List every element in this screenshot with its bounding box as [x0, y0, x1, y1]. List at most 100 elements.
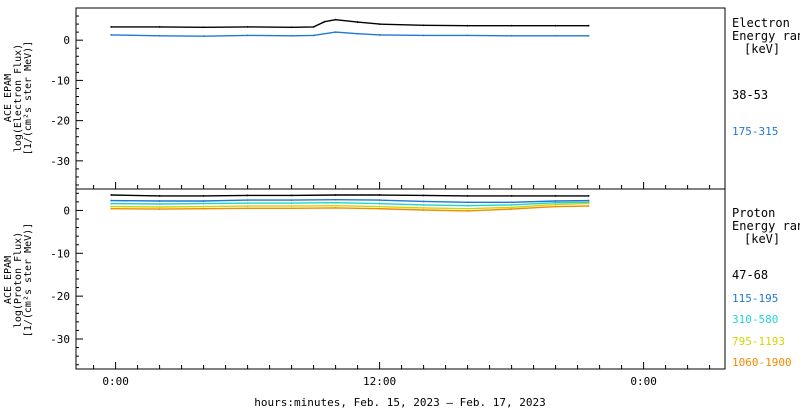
- proton-series-3-point: [554, 203, 557, 206]
- proton-series-line-4: [111, 205, 589, 212]
- electron-series-0-point: [422, 24, 425, 27]
- proton-series-3-point: [466, 207, 469, 210]
- proton-series-2-point: [422, 203, 425, 206]
- proton-series-0-point: [378, 194, 381, 196]
- electron-y-tick-label: -20: [50, 115, 70, 128]
- proton-series-0-point: [290, 194, 293, 197]
- proton-series-2-point: [246, 202, 249, 205]
- proton-panel: 0 -10 -20 -30 ACE EPAM log(Proton Flux) [1/…: [3, 188, 800, 370]
- proton-series-0-point: [158, 194, 161, 197]
- proton-series-line-3: [111, 202, 589, 210]
- proton-series-0-point: [246, 194, 249, 197]
- proton-series-4-point: [334, 206, 337, 209]
- electron-y-tick-label: -30: [50, 155, 70, 168]
- electron-series-1-point: [466, 34, 469, 37]
- proton-series-0-point: [466, 194, 469, 197]
- electron-series-0-point: [510, 24, 513, 27]
- proton-series-0-point: [422, 194, 425, 197]
- electron-legend-item-0: 38-53: [732, 88, 768, 102]
- x-tick-label: 12:00: [363, 375, 396, 388]
- proton-x-ticks: [93, 362, 711, 369]
- electron-series-1-point: [510, 34, 513, 37]
- proton-series-1-point: [587, 199, 590, 202]
- proton-ylabel-line2: log(Proton Flux): [13, 232, 24, 328]
- proton-y-tick-label: -10: [50, 247, 70, 260]
- proton-series-line-0: [111, 194, 589, 197]
- proton-series-2-point: [466, 204, 469, 207]
- proton-series-4-point: [587, 205, 590, 208]
- proton-y-tick-label: -30: [50, 333, 70, 346]
- proton-legend-item-1: 115-195: [732, 292, 778, 305]
- electron-y-tick-label: -10: [50, 74, 70, 87]
- proton-legend-item-3: 795-1193: [732, 335, 785, 348]
- electron-series-1-point: [554, 34, 557, 37]
- electron-series-1-point: [334, 31, 337, 34]
- proton-y-tick-label: 0: [63, 204, 70, 217]
- proton-series-4-point: [466, 209, 469, 212]
- electron-series-1-point: [378, 34, 381, 36]
- proton-series-4-point: [110, 207, 113, 210]
- proton-series-2-point: [334, 201, 337, 204]
- electron-series-1-point: [312, 34, 315, 37]
- proton-series-3-point: [246, 205, 249, 208]
- electron-series-0-point: [356, 21, 359, 23]
- electron-series-line-1: [111, 31, 589, 37]
- electron-series-0-point: [312, 26, 315, 28]
- x-tick-label: 0:00: [102, 375, 129, 388]
- proton-series-1-point: [378, 199, 381, 202]
- proton-series-3-point: [110, 205, 113, 208]
- proton-series-3-point: [290, 205, 293, 208]
- electron-series-1-point: [587, 34, 590, 37]
- proton-series-2-point: [554, 201, 557, 204]
- proton-series-4-point: [554, 205, 557, 208]
- electron-series-0-point: [290, 26, 293, 29]
- proton-series-1-point: [158, 200, 161, 202]
- proton-series-2-point: [158, 203, 161, 205]
- electron-series-1-point: [202, 35, 205, 38]
- proton-series-2-point: [378, 202, 381, 205]
- proton-series-4-point: [290, 207, 293, 210]
- electron-series-1-point: [290, 34, 293, 37]
- proton-legend-title-1: Proton: [732, 206, 775, 220]
- proton-series-line-2: [111, 201, 589, 207]
- proton-series-2-point: [202, 202, 205, 205]
- proton-series-0-point: [202, 194, 205, 197]
- electron-ylabel-line1: ACE EPAM: [3, 74, 14, 122]
- electron-series-0-point: [158, 26, 161, 28]
- electron-panel: 0 -10 -20 -30 ACE EPAM log(Electron Flux) […: [3, 7, 800, 190]
- proton-series-4-point: [378, 207, 381, 210]
- proton-series-2-point: [587, 201, 590, 204]
- proton-plot-frame: [75, 188, 726, 370]
- proton-series-1-point: [110, 199, 113, 202]
- electron-y-tick-label: 0: [63, 34, 70, 47]
- proton-series-1-point: [246, 199, 249, 202]
- electron-series-1-point: [246, 34, 249, 37]
- proton-y-tick-label: -20: [50, 290, 70, 303]
- proton-series-2-point: [290, 202, 293, 205]
- proton-series-4-point: [202, 207, 205, 210]
- electron-series-0-point: [554, 24, 557, 27]
- electron-x-ticks: [93, 182, 711, 189]
- proton-series-3-point: [422, 206, 425, 209]
- proton-series-4-point: [510, 208, 513, 211]
- electron-series-0-point: [466, 24, 469, 27]
- electron-legend: Electron Energy ran [keV] 38-53 175-315: [732, 16, 800, 138]
- electron-series: [110, 18, 590, 38]
- proton-series-3-point: [334, 204, 337, 207]
- x-axis-tick-labels: 0:00 12:00 0:00: [102, 375, 657, 388]
- proton-series-0-point: [110, 194, 113, 196]
- proton-series-1-point: [202, 200, 205, 202]
- x-tick-label: 0:00: [630, 375, 657, 388]
- proton-legend: Proton Energy ran [keV] 47-68 115-195 31…: [732, 206, 800, 369]
- proton-series-0-point: [334, 194, 337, 196]
- proton-series-0-point: [587, 194, 590, 197]
- proton-series-line-1: [111, 198, 589, 204]
- proton-series-0-point: [554, 194, 557, 197]
- proton-series-3-point: [158, 206, 161, 208]
- electron-legend-title-1: Electron: [732, 16, 790, 30]
- electron-ylabel-line3: [1/(cm²s ster MeV)]: [23, 41, 34, 155]
- electron-series-1-point: [158, 34, 161, 37]
- proton-series-3-point: [587, 202, 590, 205]
- electron-series-0-point: [202, 26, 205, 29]
- proton-series-4-point: [246, 207, 249, 210]
